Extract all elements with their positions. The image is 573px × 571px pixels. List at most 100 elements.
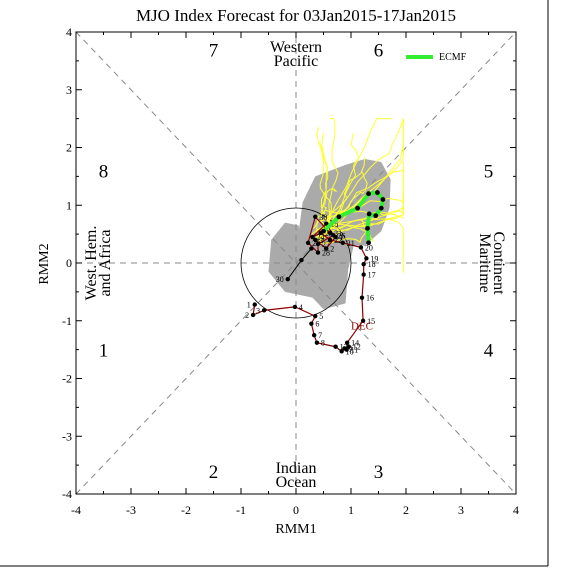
observed-point-label: 25 [330, 220, 338, 229]
observed-point-label: 26 [337, 231, 345, 240]
region-label-top: Western [270, 39, 322, 56]
unit-circle [240, 207, 352, 319]
observed-point-label: 4 [299, 303, 303, 312]
observed-point-label: 29 [312, 239, 320, 248]
y-tick-label: -3 [62, 429, 72, 443]
observed-point-label: 2 [245, 311, 249, 320]
region-label-right: Continent [490, 231, 507, 295]
observed-point-label: 14 [351, 339, 359, 348]
phase-label: 4 [484, 341, 494, 362]
observed-point-label: 1 [340, 233, 344, 242]
x-tick-label: -2 [181, 503, 191, 517]
x-tick-label: 0 [293, 503, 299, 517]
observed-point-label: 17 [368, 271, 376, 280]
observed-point-label: 24 [317, 233, 325, 242]
y-tick-label: -1 [62, 314, 72, 328]
forecast-mean-point [365, 225, 370, 231]
observed-point [292, 304, 298, 310]
observed-point [261, 308, 267, 313]
observed-point-label: 3 [319, 236, 323, 245]
forecast-mean-point [375, 190, 380, 195]
observed-point [313, 313, 318, 319]
observed-point-label: 10 [346, 347, 354, 356]
forecast-mean-point [355, 205, 360, 211]
observed-point [252, 302, 257, 307]
forecast-mean-point [366, 191, 371, 197]
y-tick-label: -2 [62, 372, 72, 386]
observed-point-label: 21 [347, 239, 355, 248]
forecast-mean-point [366, 211, 372, 217]
secondary-path-point [309, 246, 314, 251]
observed-point [327, 237, 333, 243]
phase-label: 7 [209, 40, 219, 61]
region-label-left: and Africa [97, 229, 114, 296]
observed-point [324, 246, 329, 251]
observed-point [327, 230, 333, 236]
secondary-path-label: 30 [276, 275, 284, 284]
month-label: DEC [351, 320, 373, 332]
ensemble-member-line [320, 118, 339, 230]
region-label-top: Pacific [274, 53, 318, 70]
observed-point-label: 12 [353, 343, 361, 352]
observed-point-label: 6 [315, 320, 319, 329]
observed-point [315, 250, 321, 255]
phase-label: 2 [209, 462, 219, 483]
observed-point [333, 234, 338, 240]
ensemble-member-line [314, 118, 392, 236]
phase-label: 1 [99, 341, 109, 362]
x-tick-label: 1 [348, 503, 354, 517]
observed-point-label: 3 [256, 306, 260, 315]
observed-point-label: 20 [365, 243, 373, 252]
ensemble-member-line [325, 217, 404, 273]
observed-point-label: 18 [368, 260, 376, 269]
region-label-right: Maritime [476, 233, 493, 293]
region-label-bottom: Ocean [276, 474, 317, 491]
observed-point-label: 30 [319, 213, 327, 222]
observed-point-label: 16 [366, 294, 374, 303]
forecast-mean-point [321, 228, 326, 234]
observed-point [360, 318, 366, 323]
observed-point [358, 245, 364, 250]
observed-point [250, 312, 256, 318]
forecast-mean-point [378, 205, 384, 211]
observed-point [309, 321, 314, 326]
x-tick-label: -4 [71, 503, 81, 517]
observed-point-label: 8 [321, 339, 325, 348]
ensemble-member-line [321, 171, 368, 231]
x-tick-label: -1 [236, 503, 246, 517]
y-tick-label: 2 [66, 141, 72, 155]
observed-point [314, 340, 320, 345]
observed-point [324, 221, 329, 226]
observed-point [344, 340, 350, 345]
observed-point-label: 7 [318, 331, 322, 340]
observed-point [359, 295, 365, 300]
observed-point-label: 28 [322, 249, 330, 258]
observed-point [313, 237, 318, 243]
observed-point [340, 240, 345, 245]
y-tick-label: 3 [66, 83, 72, 97]
y-tick-label: -4 [62, 487, 72, 501]
ensemble-member-line [317, 132, 329, 245]
chart-title: MJO Index Forecast for 03Jan2015-17Jan20… [136, 6, 456, 25]
observed-point [315, 241, 321, 247]
x-tick-label: 4 [513, 503, 519, 517]
legend-label-ecmf: ECMF [439, 52, 467, 63]
forecast-mean-point [373, 213, 379, 219]
observed-point-label: 15 [367, 317, 375, 326]
observed-point [339, 349, 344, 354]
phase-label: 5 [484, 162, 494, 183]
observed-point-label: 27 [322, 240, 330, 249]
observed-point [361, 261, 366, 267]
observed-point-label: 9 [348, 344, 352, 353]
observed-point-label: 19 [370, 254, 378, 263]
observed-point [333, 344, 338, 349]
y-axis-label: RMM2 [37, 243, 52, 284]
x-axis-label: RMM1 [275, 522, 316, 537]
observed-point-label: 1 [247, 301, 251, 310]
x-tick-label: 2 [403, 503, 409, 517]
phase-label: 6 [374, 40, 384, 61]
observed-point-label: 5 [319, 312, 323, 321]
forecast-mean-point [336, 214, 342, 220]
observed-point-label: 31 [334, 229, 342, 238]
